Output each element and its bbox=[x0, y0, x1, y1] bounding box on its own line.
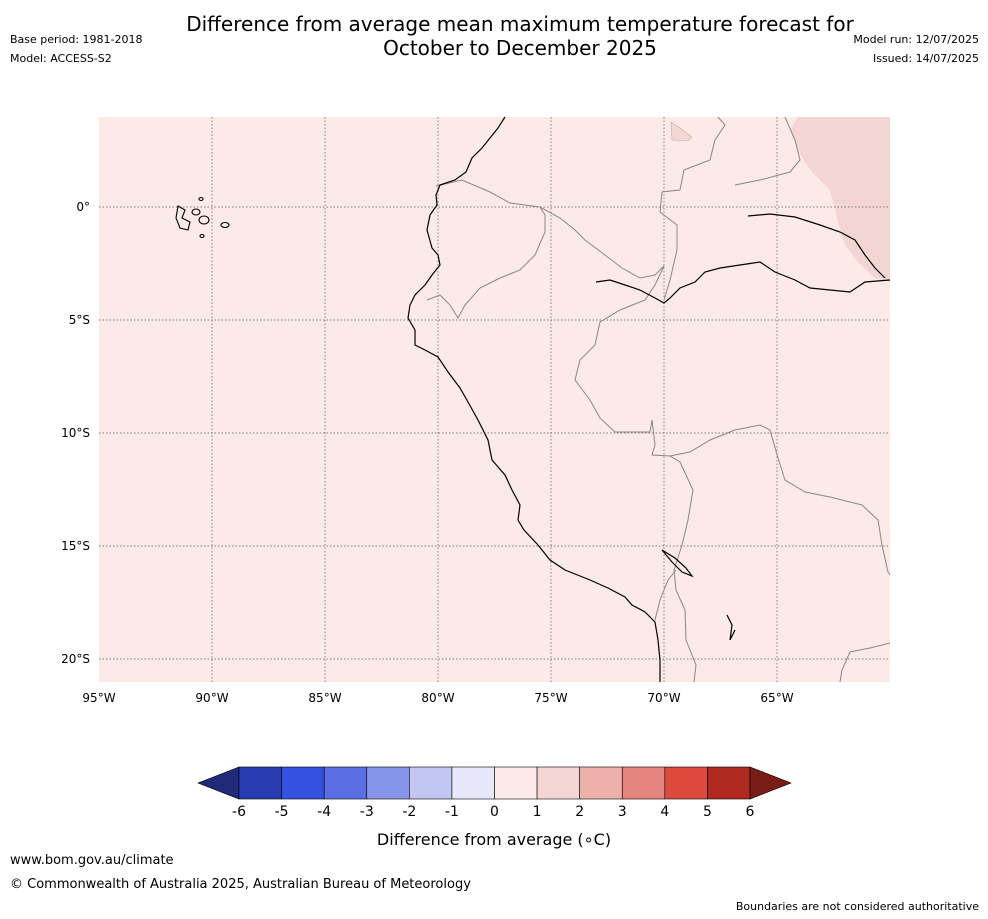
galapagos-islands bbox=[175, 196, 230, 239]
colorbar-tick-label: -3 bbox=[360, 804, 374, 820]
coastlines bbox=[407, 116, 891, 682]
colorbar-tick-label: -6 bbox=[232, 804, 246, 820]
colorbar-segment bbox=[536, 766, 580, 800]
colorbar-tick-label: -5 bbox=[275, 804, 289, 820]
colorbar-segment bbox=[409, 766, 453, 800]
pacific-coastline bbox=[407, 116, 661, 682]
colorbar-tick-label: 5 bbox=[703, 804, 712, 820]
title-line-2: October to December 2025 bbox=[383, 36, 657, 60]
island-santa-cruz bbox=[198, 215, 210, 225]
country-borders bbox=[426, 116, 891, 683]
colorbar-tick-label: -1 bbox=[445, 804, 459, 820]
lon-tick-label: 85°W bbox=[308, 691, 341, 705]
colorbar-segment bbox=[621, 766, 666, 800]
longitude-ticks: 95°W 90°W 85°W 80°W 75°W 70°W 65°W bbox=[82, 691, 793, 705]
colorbar-tick-label: -4 bbox=[317, 804, 331, 820]
colorbar-segment bbox=[366, 766, 410, 800]
latitude-ticks: 0° 5°S 10°S 15°S 20°S bbox=[61, 200, 90, 666]
colorbar-segment bbox=[281, 766, 325, 800]
island-santiago bbox=[191, 208, 201, 216]
island-isabela bbox=[175, 205, 191, 231]
colorbar-low-extension bbox=[197, 766, 240, 800]
lat-tick-label: 20°S bbox=[61, 652, 90, 666]
lat-tick-label: 15°S bbox=[61, 539, 90, 553]
lon-tick-label: 70°W bbox=[647, 691, 680, 705]
colorbar-segment bbox=[664, 766, 708, 800]
footer-disclaimer: Boundaries are not considered authoritat… bbox=[735, 900, 979, 913]
colorbar-title: Difference from average (∘C) bbox=[377, 830, 611, 849]
lon-tick-label: 95°W bbox=[82, 691, 115, 705]
meta-left: Base period: 1981-2018 Model: ACCESS-S2 bbox=[10, 33, 142, 71]
colorbar-segment bbox=[323, 766, 368, 800]
border-colombia-ecuador-peru bbox=[435, 179, 665, 279]
border-paraguay bbox=[839, 642, 891, 683]
warm-anomaly-patch bbox=[790, 117, 890, 282]
colorbar-tick-label: 2 bbox=[575, 804, 584, 820]
lon-tick-label: 75°W bbox=[534, 691, 567, 705]
colorbar-high-extension bbox=[749, 766, 792, 800]
colorbar-tick-label: 0 bbox=[490, 804, 499, 820]
lat-tick-label: 5°S bbox=[69, 313, 90, 327]
colorbar-labels: -6 -5 -4 -3 -2 -1 0 1 2 3 4 5 6 bbox=[232, 804, 755, 820]
lon-tick-label: 90°W bbox=[195, 691, 228, 705]
colorbar-segment bbox=[494, 766, 538, 800]
model-name: Model: ACCESS-S2 bbox=[10, 52, 112, 65]
colorbar-segment bbox=[707, 766, 751, 800]
colorbar-tick-label: 3 bbox=[618, 804, 627, 820]
island-pinta bbox=[198, 196, 204, 202]
meta-right: Model run: 12/07/2025 Issued: 14/07/2025 bbox=[853, 33, 979, 71]
base-period: Base period: 1981-2018 bbox=[10, 33, 143, 46]
colorbar-tick-label: 6 bbox=[746, 804, 755, 820]
map-panel bbox=[99, 116, 891, 683]
footer-url: www.bom.gov.au/climate bbox=[10, 853, 174, 868]
lon-tick-label: 65°W bbox=[760, 691, 793, 705]
colorbar-segment bbox=[238, 766, 282, 800]
colorbar-tick-label: 1 bbox=[533, 804, 542, 820]
rio-negro bbox=[747, 213, 886, 279]
colorbar-segment bbox=[579, 766, 623, 800]
island-san-cristobal bbox=[220, 221, 230, 229]
colorbar bbox=[197, 766, 792, 800]
salt-flat-outline bbox=[726, 614, 736, 641]
title-line-1: Difference from average mean maximum tem… bbox=[186, 12, 854, 36]
border-venezuela-brazil bbox=[734, 116, 801, 186]
lat-tick-label: 10°S bbox=[61, 426, 90, 440]
model-run: Model run: 12/07/2025 bbox=[853, 33, 979, 46]
island-floreana bbox=[199, 233, 205, 239]
map-title: Difference from average mean maximum tem… bbox=[150, 12, 890, 60]
lon-tick-label: 80°W bbox=[421, 691, 454, 705]
issued-date: Issued: 14/07/2025 bbox=[872, 52, 979, 65]
map-background bbox=[99, 117, 890, 682]
colorbar-tick-label: 4 bbox=[660, 804, 669, 820]
gridlines bbox=[99, 117, 890, 682]
amazon-river bbox=[595, 261, 891, 304]
colorbar-tick-label: -2 bbox=[402, 804, 416, 820]
lat-tick-label: 0° bbox=[76, 200, 90, 214]
border-chile-bolivia bbox=[654, 569, 677, 621]
border-peru-brazil-bolivia bbox=[574, 265, 697, 683]
border-bolivia-brazil bbox=[669, 424, 891, 576]
colorbar-segment bbox=[451, 766, 495, 800]
footer-copyright: © Commonwealth of Australia 2025, Austra… bbox=[10, 877, 471, 892]
border-ecuador-peru bbox=[426, 206, 546, 320]
border-colombia-brazil bbox=[659, 116, 726, 301]
small-warm-patch bbox=[670, 121, 693, 142]
lake-titicaca bbox=[661, 549, 694, 578]
